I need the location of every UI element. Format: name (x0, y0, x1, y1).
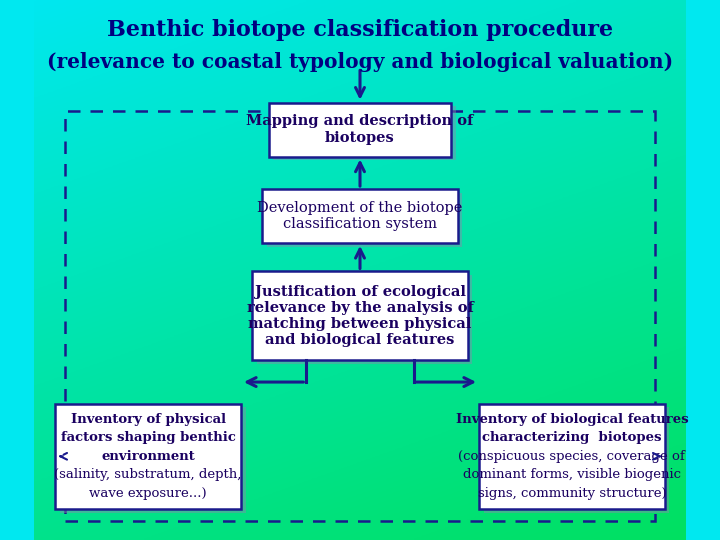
Text: dominant forms, visible biogenic: dominant forms, visible biogenic (463, 468, 681, 481)
FancyBboxPatch shape (262, 189, 458, 243)
Text: (salinity, substratum, depth,: (salinity, substratum, depth, (55, 468, 242, 481)
Text: Benthic biotope classification procedure: Benthic biotope classification procedure (107, 19, 613, 40)
Text: Inventory of physical: Inventory of physical (71, 413, 225, 426)
Text: signs, community structure): signs, community structure) (477, 487, 666, 500)
Text: Inventory of biological features: Inventory of biological features (456, 413, 688, 426)
FancyBboxPatch shape (60, 407, 246, 513)
Text: characterizing  biotopes: characterizing biotopes (482, 431, 662, 444)
FancyBboxPatch shape (257, 275, 472, 364)
FancyBboxPatch shape (274, 106, 456, 160)
Text: Development of the biotope
classification system: Development of the biotope classificatio… (257, 201, 463, 231)
Text: (conspicuous species, coverage of: (conspicuous species, coverage of (459, 450, 685, 463)
FancyBboxPatch shape (267, 193, 462, 247)
FancyBboxPatch shape (269, 103, 451, 157)
Text: wave exposure...): wave exposure...) (89, 487, 207, 500)
Bar (66, 111, 654, 521)
FancyBboxPatch shape (484, 407, 670, 513)
Text: factors shaping benthic: factors shaping benthic (60, 431, 235, 444)
Text: Justification of ecological
relevance by the analysis of
matching between physic: Justification of ecological relevance by… (246, 285, 474, 347)
FancyBboxPatch shape (55, 404, 241, 509)
Text: (relevance to coastal typology and biological valuation): (relevance to coastal typology and biolo… (47, 52, 673, 72)
Text: Mapping and description of
biotopes: Mapping and description of biotopes (246, 114, 474, 145)
FancyBboxPatch shape (253, 271, 467, 361)
Text: environment: environment (102, 450, 195, 463)
FancyBboxPatch shape (479, 404, 665, 509)
